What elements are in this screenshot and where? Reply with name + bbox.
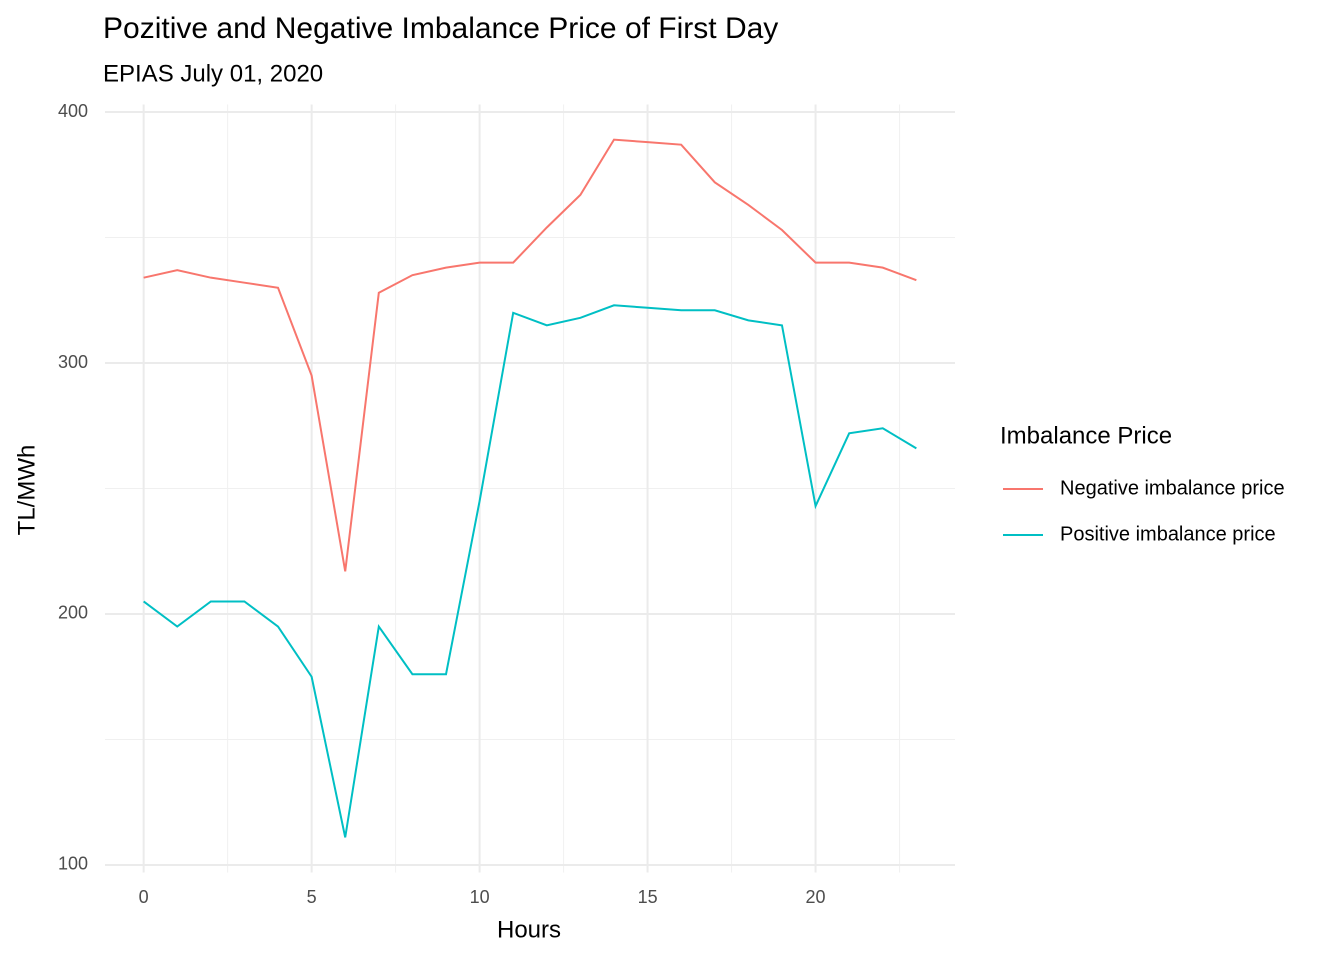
y-tick-label: 100 <box>58 854 88 874</box>
y-tick-label: 300 <box>58 352 88 372</box>
y-tick-label: 400 <box>58 101 88 121</box>
data-line <box>143 138 917 572</box>
x-tick-label: 0 <box>139 887 149 907</box>
legend-label: Negative imbalance price <box>1060 477 1285 499</box>
chart-subtitle: EPIAS July 01, 2020 <box>103 60 323 87</box>
legend-label: Positive imbalance price <box>1060 523 1276 545</box>
x-tick-label: 15 <box>638 887 658 907</box>
data-line <box>143 304 917 838</box>
x-axis-label: Hours <box>497 916 561 943</box>
x-tick-label: 10 <box>470 887 490 907</box>
legend-title: Imbalance Price <box>1000 422 1172 449</box>
y-axis-label: TL/MWh <box>13 445 40 536</box>
x-tick-label: 20 <box>806 887 826 907</box>
x-tick-label: 5 <box>307 887 317 907</box>
chart-title: Pozitive and Negative Imbalance Price of… <box>103 12 778 45</box>
y-tick-label: 200 <box>58 603 88 623</box>
